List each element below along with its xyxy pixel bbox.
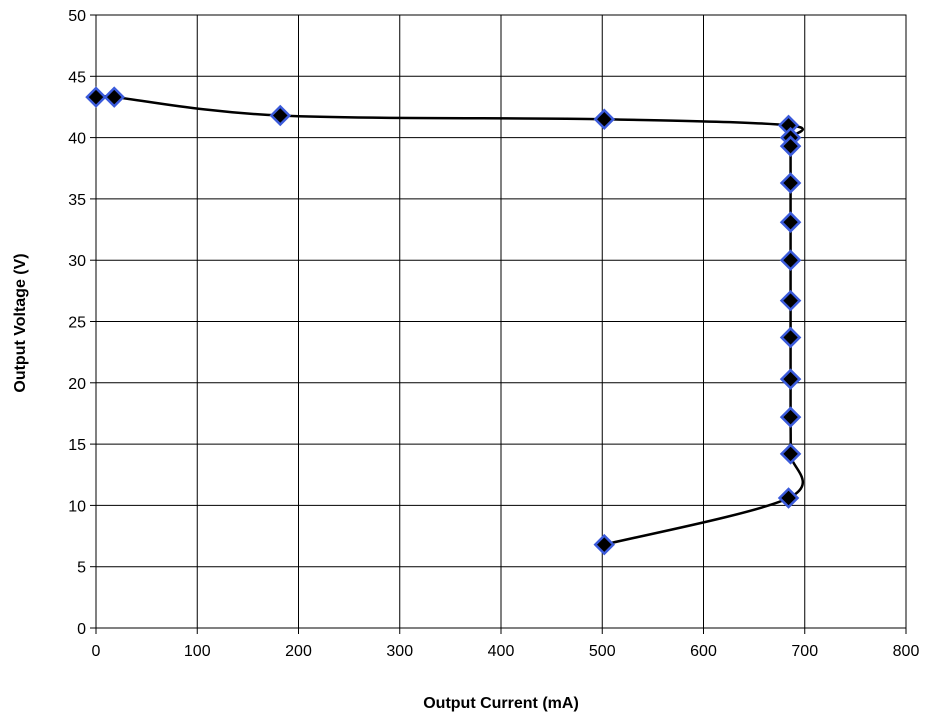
y-tick-label: 10 [68, 498, 86, 515]
data-point-marker [269, 104, 292, 127]
data-point-marker [593, 533, 616, 556]
x-axis-title: Output Current (mA) [423, 695, 579, 712]
data-point-marker [779, 289, 802, 312]
data-point-marker [779, 135, 802, 157]
y-tick-label: 25 [68, 315, 86, 332]
x-tick-label: 200 [285, 643, 312, 660]
tick-labels: 0 100 200 300 400 500 600 700 800 0 5 10 15 20 25 30 35 4… [68, 8, 919, 660]
data-markers [85, 86, 802, 556]
y-tick-label: 20 [68, 376, 86, 393]
data-point-marker [85, 86, 107, 108]
y-tick-label: 15 [68, 437, 86, 454]
plot-area-border [95, 14, 907, 629]
y-tick-label: 35 [68, 192, 86, 209]
data-point-marker [777, 487, 800, 509]
data-point-marker [103, 86, 125, 108]
data-point-marker [779, 211, 802, 233]
x-tick-label: 400 [488, 643, 515, 660]
y-axis-title: Output Voltage (V) [12, 253, 29, 392]
data-point-marker [779, 172, 802, 194]
x-tick-label: 600 [690, 643, 717, 660]
x-tick-label: 100 [184, 643, 211, 660]
y-tick-label: 30 [68, 253, 86, 270]
data-point-marker [779, 249, 802, 271]
data-point-marker [779, 326, 802, 349]
x-tick-label: 800 [893, 643, 920, 660]
axes [90, 14, 907, 634]
data-point-marker [593, 108, 616, 130]
data-point-marker [779, 368, 802, 390]
y-tick-label: 5 [77, 560, 86, 577]
x-tick-label: 700 [791, 643, 818, 660]
data-point-marker [779, 443, 802, 465]
y-tick-label: 0 [77, 621, 86, 638]
x-tick-label: 300 [386, 643, 413, 660]
x-tick-label: 500 [589, 643, 616, 660]
x-tick-label: 0 [92, 643, 101, 660]
y-tick-label: 50 [68, 8, 86, 25]
y-tick-label: 40 [68, 131, 86, 148]
data-point-marker [779, 406, 802, 428]
y-tick-label: 45 [68, 69, 86, 86]
